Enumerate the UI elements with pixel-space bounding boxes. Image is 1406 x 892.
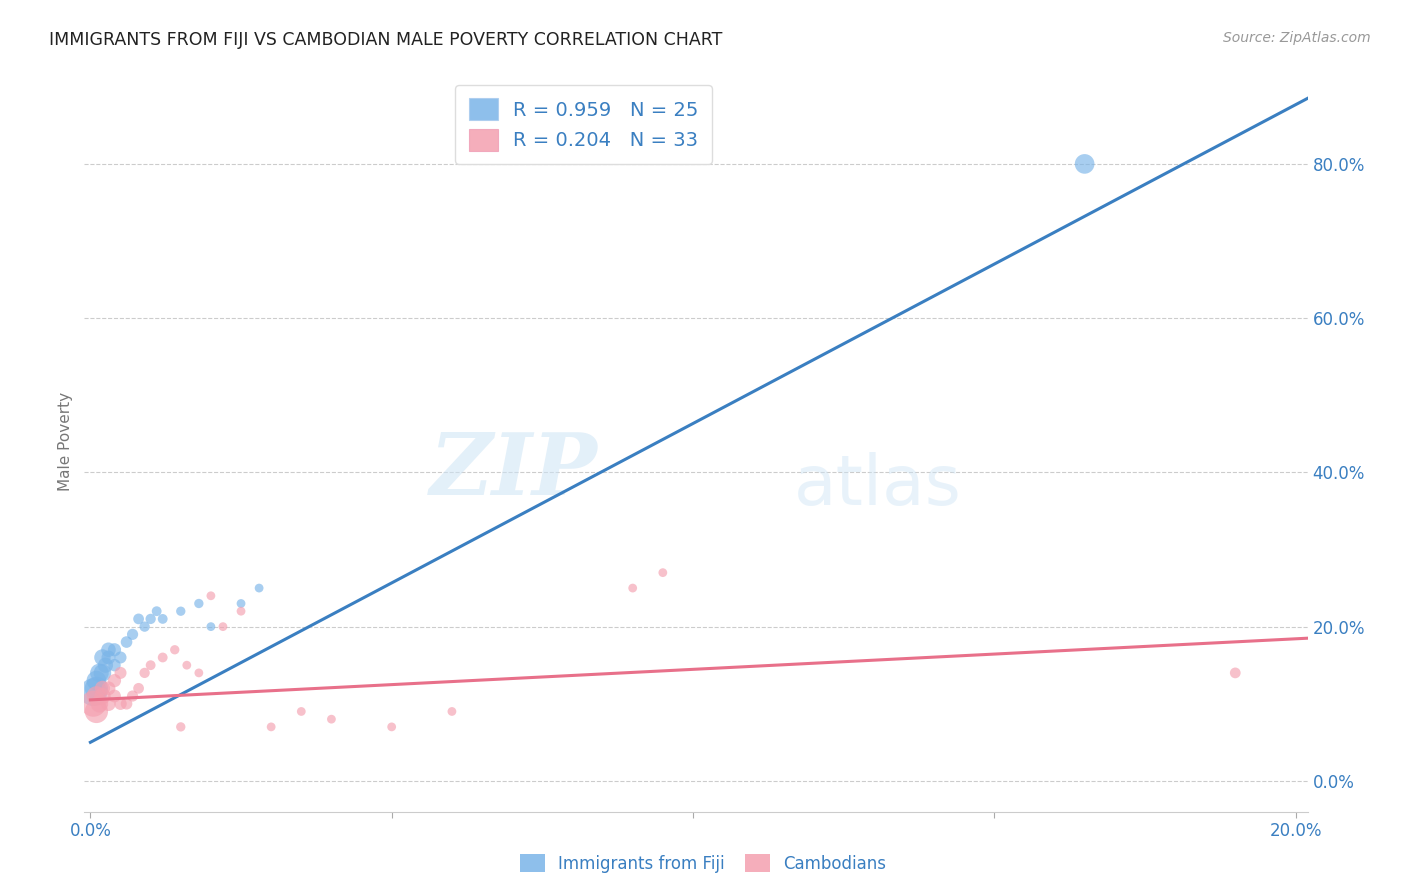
Point [229, 604, 252, 618]
Point [91, 689, 114, 703]
Point [82, 685, 104, 699]
Point [103, 658, 125, 673]
Point [260, 720, 283, 734]
Point [176, 658, 198, 673]
Point [651, 566, 673, 580]
Point [115, 697, 138, 711]
Point [152, 650, 174, 665]
Point [128, 612, 150, 626]
Point [97, 650, 120, 665]
Point [229, 597, 252, 611]
Point [321, 712, 343, 726]
Point [110, 650, 132, 665]
Point [381, 720, 404, 734]
Point [86, 673, 108, 688]
Point [134, 619, 156, 633]
Point [440, 705, 463, 719]
Point [86, 681, 108, 696]
Point [89, 665, 111, 680]
Point [91, 681, 114, 696]
Point [134, 665, 156, 680]
Point [103, 642, 125, 657]
Point [86, 689, 108, 703]
Point [290, 705, 312, 719]
Text: IMMIGRANTS FROM FIJI VS CAMBODIAN MALE POVERTY CORRELATION CHART: IMMIGRANTS FROM FIJI VS CAMBODIAN MALE P… [49, 31, 723, 49]
Point [170, 604, 193, 618]
Point [621, 581, 644, 595]
Point [110, 697, 132, 711]
Point [97, 642, 120, 657]
Text: ZIP: ZIP [430, 429, 598, 513]
Point [139, 658, 162, 673]
Legend: R = 0.959   N = 25, R = 0.204   N = 33: R = 0.959 N = 25, R = 0.204 N = 33 [456, 85, 713, 164]
Point [145, 604, 167, 618]
Point [82, 697, 104, 711]
Point [103, 673, 125, 688]
Point [97, 681, 120, 696]
Point [139, 612, 162, 626]
Point [247, 581, 270, 595]
Point [128, 681, 150, 696]
Point [1073, 157, 1095, 171]
Legend: Immigrants from Fiji, Cambodians: Immigrants from Fiji, Cambodians [513, 847, 893, 880]
Point [187, 597, 209, 611]
Y-axis label: Male Poverty: Male Poverty [58, 392, 73, 491]
Point [110, 665, 132, 680]
Point [91, 650, 114, 665]
Point [152, 612, 174, 626]
Point [163, 642, 186, 657]
Point [94, 658, 117, 673]
Point [115, 635, 138, 649]
Point [200, 619, 222, 633]
Point [212, 619, 235, 633]
Point [91, 665, 114, 680]
Point [200, 589, 222, 603]
Point [97, 697, 120, 711]
Text: atlas: atlas [794, 452, 962, 519]
Point [121, 627, 143, 641]
Point [1225, 665, 1247, 680]
Point [103, 689, 125, 703]
Point [170, 720, 193, 734]
Point [86, 705, 108, 719]
Point [89, 697, 111, 711]
Point [121, 689, 143, 703]
Text: Source: ZipAtlas.com: Source: ZipAtlas.com [1223, 31, 1371, 45]
Point [187, 665, 209, 680]
